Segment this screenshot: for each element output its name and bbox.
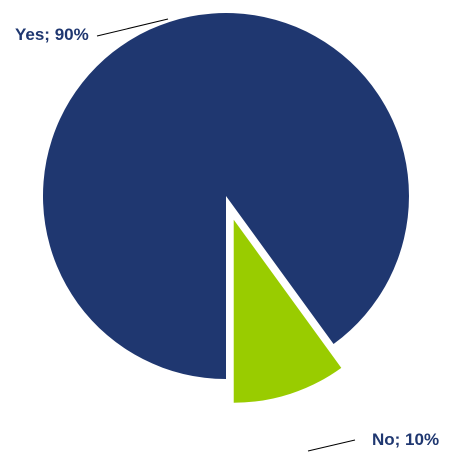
- slice-labels: Yes; 90% No; 10%: [15, 25, 439, 449]
- leader-line-no: [307, 439, 356, 452]
- leader-lines: [96, 18, 356, 452]
- pie-slice-yes: [42, 13, 409, 380]
- slice-label-no: No; 10%: [372, 430, 439, 449]
- pie-slice-no: [233, 219, 342, 403]
- slice-label-yes: Yes; 90%: [15, 25, 89, 44]
- leader-line-yes: [96, 18, 169, 37]
- pie-slices: [42, 13, 409, 403]
